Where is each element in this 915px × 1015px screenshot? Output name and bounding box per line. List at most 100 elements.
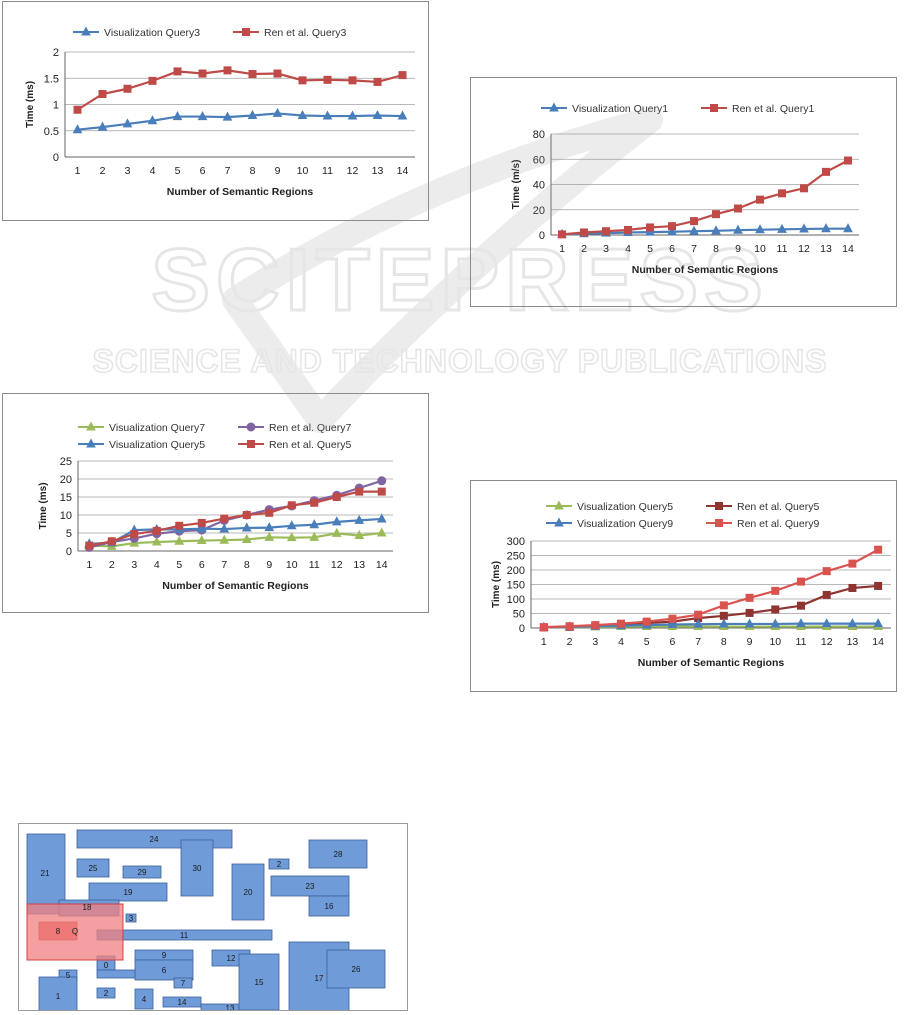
series-line <box>77 112 403 131</box>
legend-label: Ren et al. Query5 <box>737 501 819 513</box>
x-tick-label: 4 <box>154 559 160 571</box>
data-point <box>347 110 358 120</box>
x-tick-label: 1 <box>541 636 547 648</box>
data-point <box>348 76 357 85</box>
legend-marker-icon <box>715 502 723 510</box>
x-tick-label: 12 <box>798 243 810 255</box>
y-axis-title: Time (m/s) <box>511 160 522 210</box>
data-point <box>397 110 408 120</box>
x-axis-title: Number of Semantic Regions <box>632 264 779 276</box>
data-point <box>843 223 853 233</box>
data-point <box>323 75 332 84</box>
data-point <box>196 523 207 533</box>
legend-label: Ren et al. Query5 <box>269 439 351 451</box>
region-label-28: 28 <box>334 850 343 859</box>
data-point <box>222 111 233 121</box>
data-point <box>690 217 698 226</box>
chart-panel-query1: Visualization Query1 Ren et al. Query1 0 20… <box>470 77 897 307</box>
x-tick-label: 13 <box>353 559 365 571</box>
data-point <box>693 618 703 628</box>
region-label-11: 11 <box>180 931 189 940</box>
data-point <box>272 107 283 117</box>
x-tick-label: 5 <box>647 243 653 255</box>
y-tick-label: 0 <box>539 230 545 242</box>
x-tick-label: 7 <box>695 636 701 648</box>
x-tick-label: 13 <box>847 636 859 648</box>
data-point <box>822 167 830 176</box>
legend: Visualization Query7 Ren et al. Query7 Vis… <box>78 421 351 451</box>
x-tick-label: 2 <box>581 243 587 255</box>
region-label-27: 2 <box>277 860 282 869</box>
data-point <box>98 90 107 98</box>
y-tick-label: 25 <box>60 456 72 468</box>
x-axis-title: Number of Semantic Regions <box>638 657 785 669</box>
series-0 <box>72 107 408 134</box>
data-point <box>874 545 883 554</box>
x-tick-label: 10 <box>286 559 298 571</box>
data-point <box>265 508 274 517</box>
data-point <box>646 223 654 232</box>
legend-marker-icon <box>549 102 559 112</box>
data-point <box>377 476 387 486</box>
x-tick-label: 14 <box>397 165 409 177</box>
data-point <box>667 618 678 629</box>
x-tick-label: 9 <box>747 636 753 648</box>
y-tick-label: 40 <box>533 180 545 192</box>
region-label-6: 6 <box>162 966 167 975</box>
data-point <box>264 531 275 541</box>
x-tick-label: 14 <box>842 243 854 255</box>
data-point <box>72 124 83 134</box>
region-30 <box>180 839 214 897</box>
region-19 <box>88 882 168 902</box>
x-tick-label: 10 <box>297 165 309 177</box>
data-point <box>711 225 721 235</box>
data-point <box>602 227 610 236</box>
x-tick-label: 7 <box>691 243 697 255</box>
data-point <box>799 223 809 233</box>
x-tick-label: 11 <box>796 636 807 648</box>
region-0b <box>96 969 136 979</box>
data-point <box>617 619 625 628</box>
data-point <box>174 535 185 545</box>
data-point <box>745 593 754 602</box>
region-map-panel: 24 21 25 29 30 20 28 23 16 19 18 11 9 12… <box>18 823 408 1015</box>
region-label-29: 29 <box>138 868 147 877</box>
data-point <box>130 530 139 539</box>
x-tick-label: 10 <box>754 243 766 255</box>
x-axis-title: Number of Semantic Regions <box>167 186 314 198</box>
series-line <box>543 548 879 629</box>
data-point <box>719 618 729 628</box>
data-point <box>821 223 831 233</box>
region-1 <box>38 976 78 1015</box>
data-point <box>219 523 230 533</box>
data-point <box>719 601 728 610</box>
region-label-0: 0 <box>104 961 109 970</box>
data-point <box>123 84 132 93</box>
data-point <box>298 76 307 85</box>
x-tick-label: 11 <box>309 559 320 571</box>
legend-label: Visualization Query9 <box>577 518 673 530</box>
data-point <box>565 622 574 631</box>
legend-marker-icon <box>81 26 91 36</box>
data-point <box>354 529 365 540</box>
region-29 <box>122 865 162 879</box>
legend: Visualization Query5 Ren et al. Query5 Vis… <box>546 500 819 530</box>
data-point <box>372 109 383 120</box>
x-tick-label: 8 <box>244 559 250 571</box>
data-point <box>770 618 781 628</box>
data-point <box>247 109 258 120</box>
region-label-26: 26 <box>352 965 361 974</box>
x-tick-label: 11 <box>777 243 788 255</box>
data-point <box>151 536 162 546</box>
data-point <box>377 487 386 496</box>
legend: Visualization Query3 Ren et al. Query3 <box>73 26 346 39</box>
x-tick-label: 4 <box>618 636 624 648</box>
data-point <box>797 601 805 610</box>
region-label-18: 18 <box>83 903 92 912</box>
data-point <box>744 618 755 628</box>
x-tick-label: 7 <box>221 559 227 571</box>
y-tick-label: 100 <box>507 594 525 606</box>
data-point <box>398 71 407 80</box>
legend-label: Visualization Query3 <box>104 27 200 39</box>
data-point <box>220 514 229 523</box>
